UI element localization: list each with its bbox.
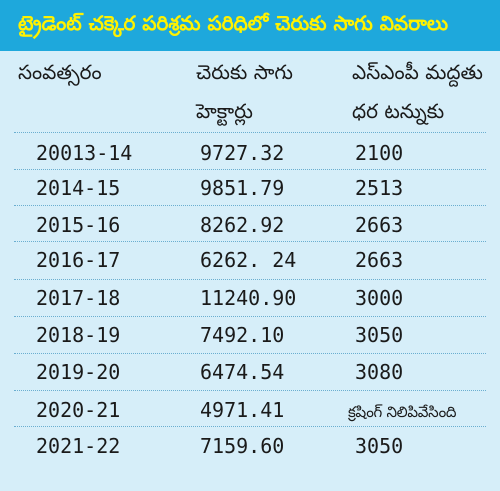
row-divider: [14, 241, 486, 242]
cell-area: 6262. 24: [200, 248, 297, 272]
cell-area: 7159.60: [200, 434, 285, 458]
header-year: సంవత్సరం: [18, 60, 102, 84]
cell-year: 2017-18: [36, 286, 121, 310]
row-divider: [14, 169, 486, 170]
title-bar: ట్రైడెంట్ చక్కెర పరిశ్రమ పరిధిలో చెరుకు …: [0, 0, 500, 51]
header-area-line2: హెక్టార్లు: [196, 99, 253, 123]
cell-price: 2100: [355, 141, 404, 165]
cell-price: 2663: [355, 248, 404, 272]
row-divider: [14, 279, 486, 280]
cell-year: 2014-15: [36, 176, 121, 200]
row-divider: [14, 132, 486, 133]
table-title: ట్రైడెంట్ చక్కెర పరిశ్రమ పరిధిలో చెరుకు …: [18, 11, 448, 35]
cell-area: 6474.54: [200, 360, 285, 384]
cell-area: 11240.90: [200, 286, 297, 310]
cell-area: 8262.92: [200, 213, 285, 237]
cell-year: 2021-22: [36, 434, 121, 458]
cell-area: 9851.79: [200, 176, 285, 200]
cell-price: 2663: [355, 213, 404, 237]
header-area-line1: చెరుకు సాగు: [196, 60, 293, 84]
cell-price: 3000: [355, 286, 404, 310]
row-divider: [14, 316, 486, 317]
cell-area: 7492.10: [200, 323, 285, 347]
row-divider: [14, 353, 486, 354]
cell-price: 3050: [355, 323, 404, 347]
table-body: సంవత్సరం చెరుకు సాగు హెక్టార్లు ఎస్‌ఎంపీ…: [0, 51, 500, 491]
cell-area: 4971.41: [200, 398, 285, 422]
cell-year: 2018-19: [36, 323, 121, 347]
cell-year: 2020-21: [36, 398, 121, 422]
cell-price: 3080: [355, 360, 404, 384]
cell-year: 2016-17: [36, 248, 121, 272]
row-divider: [14, 426, 486, 427]
row-divider: [14, 205, 486, 206]
row-divider: [14, 390, 486, 391]
cell-year: 20013-14: [36, 141, 133, 165]
cell-price-note: క్రషింగ్ నిలిపివేసింది: [348, 403, 457, 421]
cell-year: 2015-16: [36, 213, 121, 237]
cell-price: 2513: [355, 176, 404, 200]
cell-area: 9727.32: [200, 141, 285, 165]
header-price-line1: ఎస్‌ఎంపీ మద్దతు: [352, 60, 483, 84]
cell-price: 3050: [355, 434, 404, 458]
header-price-line2: ధర టన్నుకు: [352, 99, 445, 123]
cell-year: 2019-20: [36, 360, 121, 384]
